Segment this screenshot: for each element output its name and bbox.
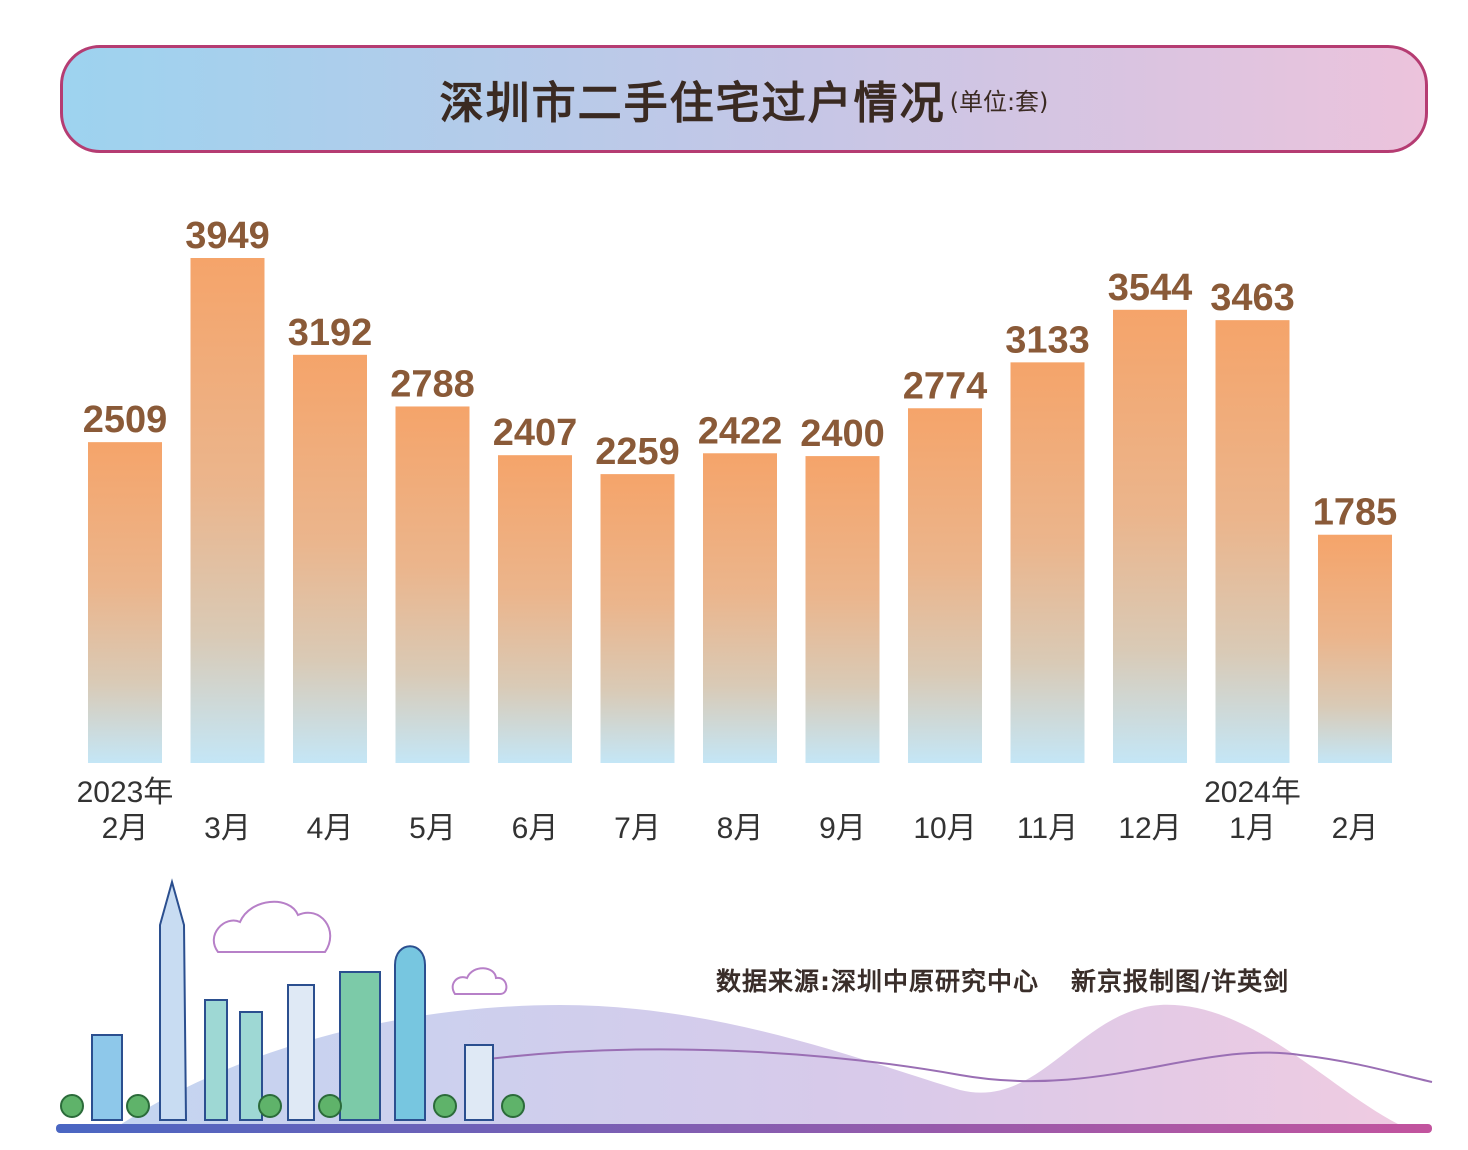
x-tick-month-label: 5月 [409,812,456,845]
skyline-illustration [56,878,1433,1133]
bars-group [88,258,1392,763]
bar [805,456,880,763]
hill-shape [120,1004,1400,1125]
bar [190,258,265,763]
x-tick-month-label: 1月 [1229,812,1276,845]
bar-value-label: 3133 [1005,319,1090,361]
x-tick-month-label: 2月 [102,812,149,845]
bar [1113,309,1187,763]
bar-value-label: 2422 [698,410,783,452]
bar-value-label: 2259 [595,431,680,473]
ground-bar [56,1124,1432,1133]
bar-value-label: 3949 [185,215,270,257]
data-source: 数据来源:深圳中原研究中心 [716,967,1039,996]
building-icon [91,878,494,1121]
bar-value-label: 3192 [288,312,373,354]
bar [1215,320,1290,763]
wave-line [479,1048,1433,1083]
bar [908,408,982,763]
bar-value-label: 2509 [83,399,168,441]
cloud-icon [451,967,508,995]
x-tick-month-label: 3月 [204,812,251,845]
x-tick-month-label: 12月 [1118,812,1181,845]
bar [703,453,777,763]
chart-title: 深圳市二手住宅过户情况 [439,78,946,129]
x-tick-month-label: 7月 [614,812,661,845]
x-tick-month-label: 11月 [1017,812,1078,845]
bar [293,354,367,763]
bar [498,455,572,763]
bar-value-label: 1785 [1313,492,1398,534]
x-tick-year-label: 2023年 [77,776,174,809]
bar-value-label: 2788 [390,363,475,405]
bar-value-label: 2407 [493,412,578,454]
x-tick-month-label: 9月 [819,812,866,845]
x-tick-month-label: 2月 [1332,812,1379,845]
bar [395,406,470,763]
title-banner: 深圳市二手住宅过户情况 (单位:套) [60,45,1428,153]
x-tick-month-label: 6月 [512,812,559,845]
x-tick-month-label: 8月 [717,812,764,845]
graphic-credit: 新京报制图/许英剑 [1071,967,1290,996]
bar [88,442,162,763]
source-credit: 数据来源:深圳中原研究中心 新京报制图/许英剑 [716,962,1416,998]
cloud-icon [212,900,332,953]
chart-unit: (单位:套) [949,87,1049,116]
bar-value-label: 3463 [1210,277,1295,319]
tree-icon [60,1094,525,1118]
bar [600,474,675,763]
x-tick-year-label: 2024年 [1204,776,1301,809]
x-tick-month-label: 10月 [913,812,976,845]
bar-value-label: 2774 [903,365,988,407]
bar [1010,362,1085,763]
bar-value-label: 3544 [1108,267,1193,309]
x-tick-month-label: 4月 [307,812,354,845]
value-labels-group: 2509 3949 3192 2788 2407 2259 2422 2400 2774 3133… [83,215,1398,534]
bar-value-label: 2400 [800,413,885,455]
bar [1318,534,1392,763]
